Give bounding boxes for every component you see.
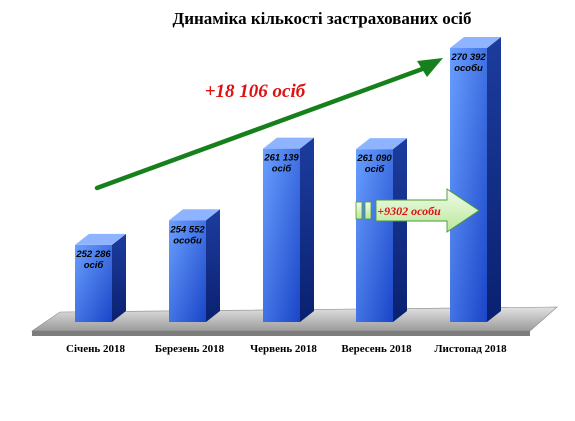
bar-2: 254 552 особи xyxy=(169,209,220,322)
data-label-unit: особи xyxy=(173,235,202,246)
bar-top xyxy=(169,209,220,221)
category-labels: Січень 2018 Березень 2018 Червень 2018 Вере… xyxy=(66,343,507,355)
data-label-number: 254 552 xyxy=(169,224,205,235)
data-label: 252 286 осіб xyxy=(75,249,111,271)
bar-side xyxy=(487,37,501,322)
bar-top xyxy=(450,37,501,48)
category-label: Листопад 2018 xyxy=(434,343,507,355)
delta-stripe-1 xyxy=(355,201,363,220)
growth-arrow xyxy=(94,58,443,191)
bar-front xyxy=(75,244,112,322)
data-label-unit: осіб xyxy=(84,260,105,271)
data-label-number: 261 090 xyxy=(356,153,392,164)
bar-front xyxy=(169,220,206,322)
delta-arrow-body xyxy=(375,188,480,233)
growth-arrowhead xyxy=(417,58,443,77)
bar-side xyxy=(112,233,126,322)
bar-front xyxy=(356,149,393,322)
bar-top xyxy=(356,138,407,150)
bar-front xyxy=(450,48,487,322)
data-label: 270 392 особи xyxy=(450,52,486,74)
bar-top xyxy=(75,233,126,245)
bar-3: 261 139 осіб xyxy=(263,137,314,322)
growth-arrow-shaft xyxy=(94,65,428,191)
data-label: 254 552 особи xyxy=(169,224,205,246)
data-label-number: 270 392 xyxy=(450,52,486,63)
data-label-unit: осіб xyxy=(272,164,293,175)
bar-top xyxy=(263,137,314,149)
data-label: 261 090 осіб xyxy=(356,153,392,175)
category-label: Вересень 2018 xyxy=(341,343,412,355)
category-label: Червень 2018 xyxy=(250,343,317,355)
bar-1: 252 286 осіб xyxy=(75,233,126,322)
annotations-group: +18 106 осіб +9302 особи xyxy=(94,58,480,233)
category-label: Березень 2018 xyxy=(155,343,225,355)
bar-side xyxy=(300,137,314,322)
chart-title: Динаміка кількості застрахованих осіб xyxy=(173,9,472,28)
data-label-number: 252 286 xyxy=(75,249,111,260)
bar-front xyxy=(263,148,300,322)
bar-side xyxy=(206,209,220,322)
delta-label: +9302 особи xyxy=(377,204,441,218)
bar-4: 261 090 осіб xyxy=(356,138,407,322)
data-label: 261 139 осіб xyxy=(263,153,299,175)
bar-5: 270 392 особи xyxy=(450,37,501,322)
growth-label: +18 106 осіб xyxy=(205,81,307,102)
data-label-number: 261 139 xyxy=(263,153,299,164)
delta-arrow xyxy=(355,188,480,233)
floor-edge xyxy=(32,331,530,336)
category-label: Січень 2018 xyxy=(66,343,125,355)
data-label-unit: особи xyxy=(454,63,483,74)
delta-stripe-2 xyxy=(364,201,372,220)
bar-side xyxy=(393,138,407,322)
data-label-unit: осіб xyxy=(365,164,386,175)
